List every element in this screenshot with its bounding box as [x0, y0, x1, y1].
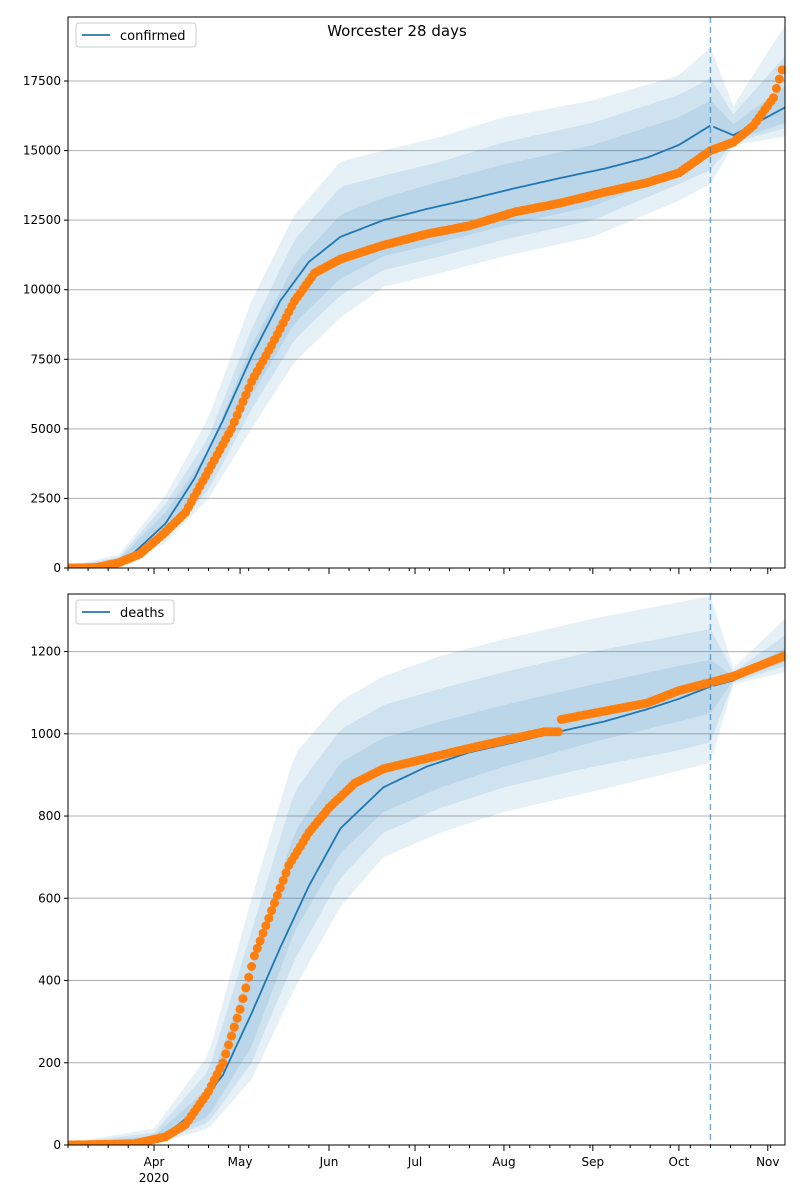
y-tick-label: 0 — [53, 1138, 61, 1152]
observed-point — [275, 883, 285, 893]
observed-point — [780, 651, 785, 661]
y-tick-label: 15000 — [23, 144, 61, 158]
observed-point — [553, 727, 563, 737]
uncertainty-band — [68, 659, 711, 1145]
observed-point — [235, 1004, 245, 1014]
model-line — [68, 124, 711, 568]
y-tick-label: 10000 — [23, 283, 61, 297]
y-tick-label: 2500 — [30, 491, 61, 505]
observed-point — [261, 921, 271, 931]
observed-point — [249, 951, 259, 961]
observed-point — [272, 891, 282, 900]
y-tick-label: 0 — [53, 561, 61, 575]
observed-point — [255, 936, 265, 946]
x-year-label: 2020 — [139, 1171, 170, 1185]
observed-point — [777, 65, 785, 75]
observed-point — [774, 74, 784, 84]
uncertainty-band — [68, 629, 711, 1145]
plot-area — [68, 25, 785, 568]
legend: deaths — [75, 599, 175, 625]
y-tick-label: 600 — [38, 891, 61, 905]
confirmed-panel: 0 2500 5000 7500 10000 12500 15000 17500 confirm… — [23, 16, 786, 575]
figure-title: Worcester 28 days — [327, 22, 467, 40]
y-tick-label: 1200 — [30, 645, 61, 659]
observed-point — [264, 913, 274, 923]
observed-point — [270, 898, 279, 908]
deaths-panel: 0 200 400 600 800 1000 1200 Apr 2020 May Jun Jul Aug… — [30, 593, 786, 1185]
y-tick-label: 7500 — [30, 352, 61, 366]
y-tick-label: 200 — [38, 1056, 61, 1070]
observed-point — [238, 994, 248, 1004]
forecast-band — [710, 596, 785, 763]
x-tick-label: Oct — [669, 1155, 690, 1169]
observed-point — [229, 417, 239, 427]
observed-point — [252, 943, 262, 953]
legend-box — [75, 22, 197, 48]
y-tick-label: 17500 — [23, 74, 61, 88]
plot-area — [68, 596, 785, 1145]
observed-point — [267, 906, 277, 916]
legend-box — [75, 599, 175, 625]
observed-point — [224, 1040, 234, 1050]
observed-point — [258, 928, 268, 938]
x-tick-label: Aug — [492, 1155, 515, 1169]
x-tick-label: Apr — [144, 1155, 165, 1169]
observed-point — [771, 83, 781, 93]
x-tick-label: May — [228, 1155, 253, 1169]
y-tick-label: 800 — [38, 809, 61, 823]
observed-point — [221, 1049, 231, 1059]
observed-point — [241, 390, 251, 400]
x-tick-label: Jul — [407, 1155, 422, 1169]
x-tick-label: Nov — [756, 1155, 779, 1169]
legend: confirmed — [75, 22, 197, 48]
legend-label: confirmed — [120, 29, 186, 44]
y-tick-label: 5000 — [30, 422, 61, 436]
observed-point — [769, 93, 778, 103]
x-tick-label: Sep — [582, 1155, 605, 1169]
y-tick-label: 12500 — [23, 213, 61, 227]
legend-label: deaths — [120, 606, 165, 621]
observed-point — [281, 868, 291, 878]
uncertainty-band — [68, 100, 711, 568]
x-tick-label: Jun — [319, 1155, 339, 1169]
observed-point — [278, 876, 288, 885]
forecast-band — [710, 629, 785, 742]
observed-point — [227, 1031, 236, 1041]
observed-point — [218, 1058, 228, 1068]
observed-point — [244, 972, 254, 982]
observed-point — [247, 962, 257, 971]
axes-frame — [67, 593, 786, 1146]
y-tick-label: 1000 — [30, 727, 61, 741]
observed-point — [232, 1013, 242, 1023]
y-tick-label: 400 — [38, 974, 61, 988]
observed-point — [229, 1022, 239, 1032]
observed-point — [241, 983, 251, 993]
observed-point — [227, 424, 236, 434]
observed-point — [235, 404, 245, 414]
axes-frame — [67, 16, 786, 569]
